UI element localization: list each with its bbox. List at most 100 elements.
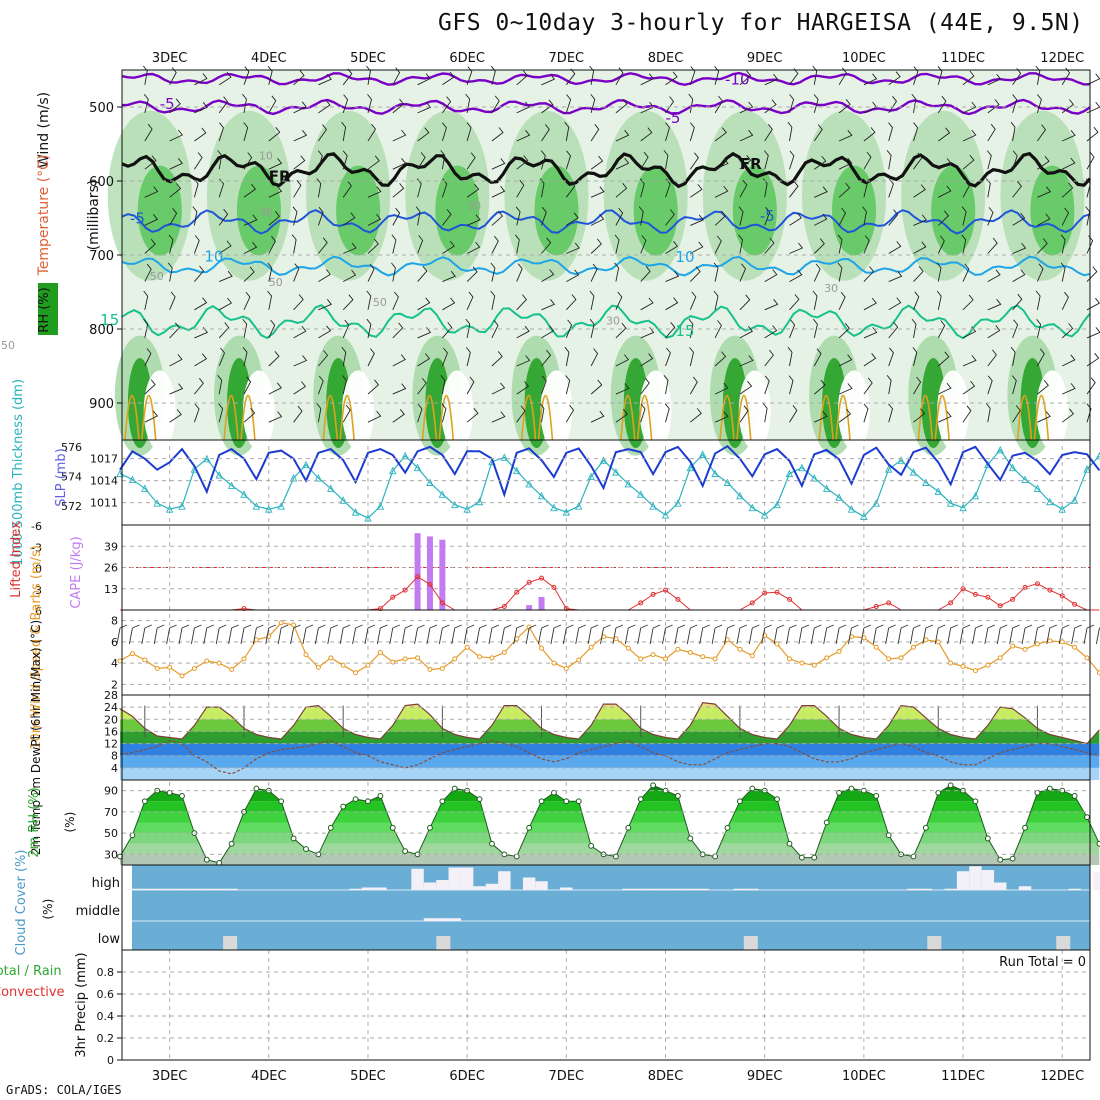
thickness-point (860, 512, 868, 521)
lifted-index-point (501, 603, 507, 609)
rh-point (303, 846, 309, 852)
rh-point (377, 793, 384, 799)
wind-barb (268, 351, 280, 367)
wind-barb (218, 240, 232, 254)
wind-speed-point (415, 655, 421, 661)
wind-barb (441, 122, 447, 142)
cloud-level-label: low (98, 932, 121, 947)
lifted-index-point (638, 600, 644, 606)
bottom-date-label: 7DEC (549, 1069, 585, 1084)
wind-barb (913, 408, 926, 423)
contour-label: -5 (760, 207, 775, 225)
wind-barb (1036, 94, 1042, 114)
wind-speed-point (836, 648, 842, 654)
wind-barb (714, 351, 727, 367)
rh-point (538, 798, 545, 805)
wind-barb (317, 150, 323, 170)
wind-barb (764, 269, 778, 282)
wind-barb (962, 355, 977, 367)
wind-speed-series (119, 622, 1100, 677)
wind-barb (665, 240, 679, 254)
wind-barb (515, 206, 521, 226)
wind-barb (913, 214, 928, 226)
wind-speed-point (1059, 639, 1065, 645)
thickness-point (426, 478, 434, 486)
wind-barb (888, 270, 903, 283)
cloud-bar-high (560, 887, 573, 890)
thickness-point (277, 502, 285, 510)
surface-wind-barb (550, 624, 562, 645)
wind-barb (888, 321, 899, 339)
wind-barb (366, 318, 372, 338)
wind-speed-point (167, 664, 173, 670)
thickness-point (1021, 475, 1029, 483)
wind-barb (491, 382, 506, 395)
wind-barb (144, 214, 159, 226)
wind-speed-point (241, 656, 247, 662)
cloud-level-label: middle (76, 904, 120, 919)
rh-point (1022, 824, 1028, 831)
wind-barb (713, 290, 719, 310)
wind-barb (391, 262, 396, 282)
wind-barb (417, 353, 431, 367)
wind-barb (516, 381, 530, 395)
surface-wind-barb (438, 624, 450, 645)
wind-barb (640, 297, 654, 311)
rh-point (575, 798, 582, 805)
wind-barb (714, 411, 729, 423)
rh-dry-core (837, 370, 870, 451)
wind-barb (789, 405, 798, 423)
wind-barb (144, 123, 153, 142)
wind-barb (194, 152, 203, 170)
wind-speed-point (1047, 638, 1053, 644)
wind-barb (1012, 293, 1023, 311)
wind-barb (1061, 323, 1074, 339)
wind-speed-point (712, 656, 718, 662)
rh-plume-mid (931, 165, 976, 256)
wind-barb (1037, 411, 1051, 423)
wind-barb (167, 262, 173, 282)
wind-barb (466, 122, 472, 142)
wind-barb (218, 297, 233, 311)
wind-speed-point (142, 657, 148, 663)
wind-barb (688, 93, 694, 113)
wind-barb (217, 150, 223, 170)
surface-wind-barb (748, 624, 760, 645)
wind-barb (490, 262, 496, 282)
wind-barb (763, 150, 769, 170)
wind-tick-label: 4 (111, 657, 118, 670)
wind-barb (392, 383, 407, 395)
wind-barb (541, 99, 554, 114)
thickness-point (661, 511, 670, 519)
wind-barb (640, 353, 654, 367)
precip-legend-convective: Convective (0, 985, 65, 1000)
temp-series (119, 701, 1100, 745)
wind-barb (1061, 99, 1075, 114)
rh-band (120, 833, 1100, 844)
surface-wind-barb (897, 624, 909, 645)
wind-barb (169, 354, 183, 367)
wind-barb (913, 291, 920, 310)
wind-barb (491, 158, 506, 170)
rh-point (811, 854, 818, 861)
surface-wind-barb (215, 624, 227, 645)
thickness-point (884, 465, 893, 473)
surface-wind-barb (798, 624, 810, 645)
wind-barb (516, 101, 531, 114)
rh-point (278, 798, 285, 805)
thickness-point (636, 490, 645, 498)
temp-band-cold (120, 767, 1100, 780)
wind-barb (417, 403, 423, 423)
wind-barb (367, 410, 382, 423)
wind-speed-point (749, 653, 755, 659)
wind-barb (541, 375, 547, 395)
wind-barb (665, 71, 678, 86)
thickness-point (227, 481, 236, 489)
wind-barb (565, 375, 571, 395)
wind-barb (1036, 263, 1044, 282)
wind-barb (442, 71, 455, 86)
wind-barb (762, 403, 768, 423)
wind-barb (516, 179, 525, 198)
cloud-bar-high (1018, 886, 1032, 890)
contour-label: 30 (824, 282, 838, 295)
